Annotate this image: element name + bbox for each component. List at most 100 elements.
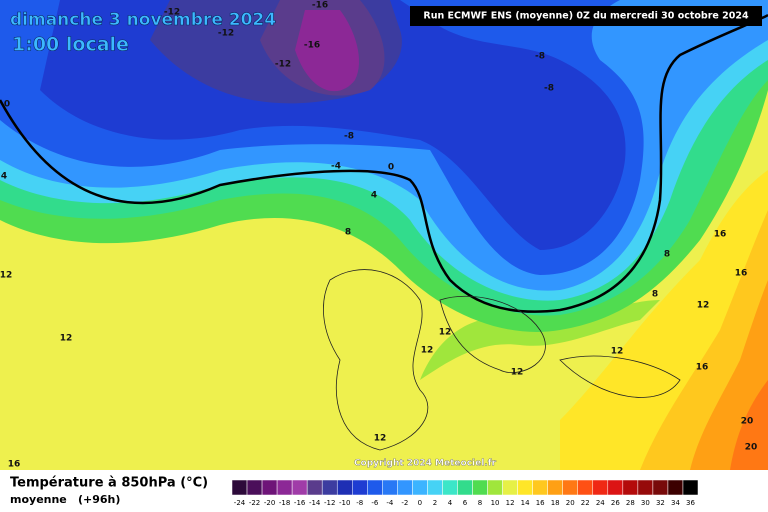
colorbar-swatch	[352, 479, 368, 496]
colorbar-label: -22	[249, 499, 260, 507]
colorbar-label: 36	[686, 499, 695, 507]
contour-label: 12	[374, 434, 387, 444]
colorbar-swatch	[336, 479, 353, 496]
contour-label: 12	[439, 328, 452, 338]
contour-label: -8	[544, 84, 554, 94]
run-box	[410, 6, 762, 26]
contour-label: 0	[388, 163, 394, 173]
contour-label: 20	[741, 417, 754, 427]
zero-isotherm	[0, 13, 768, 313]
colorbar-swatch	[261, 479, 278, 496]
colorbar-swatch	[532, 479, 548, 496]
colorbar-label: -4	[386, 499, 394, 507]
colorbar-swatch	[487, 479, 503, 496]
colorbar-swatch	[306, 479, 323, 496]
contour-label: 12	[421, 346, 434, 356]
warm-region	[730, 380, 768, 470]
colorbar-label: 4	[448, 499, 453, 507]
colorbar-label: 10	[491, 499, 500, 507]
copyright: Copyright 2024 Meteociel.fr	[354, 459, 497, 469]
colorbar-label: 6	[463, 499, 468, 507]
contour-label: 12	[611, 347, 624, 357]
colorbar-swatch	[652, 479, 669, 496]
colorbar: -24 -22 -20 -18 -16 -14 -12 -10 -8 -6 -4 -2 0 2 4 6 8 10 1…	[231, 479, 699, 507]
colorbar-swatch	[291, 479, 308, 496]
colorbar-swatch	[246, 479, 263, 496]
contour-label: -8	[344, 132, 354, 142]
contour-label: 8	[652, 290, 658, 300]
colorbar-label: 28	[626, 499, 635, 507]
map	[0, 0, 768, 470]
colorbar-label: 14	[521, 499, 530, 507]
colorbar-swatch	[382, 479, 398, 496]
colorbar-swatch	[637, 479, 654, 496]
colorbar-label: 16	[536, 499, 545, 507]
colorbar-label: -12	[324, 499, 335, 507]
contour-label: 20	[745, 443, 758, 453]
colorbar-swatch	[321, 479, 338, 496]
contour-label: -12	[164, 8, 180, 18]
contour-label: 12	[0, 271, 12, 281]
colorbar-swatch	[367, 479, 383, 496]
colorbar-swatch	[577, 479, 594, 496]
colorbar-label: 24	[596, 499, 605, 507]
colorbar-swatch	[517, 479, 533, 496]
contour-label: 4	[371, 191, 377, 201]
contour-label: 8	[664, 250, 670, 260]
contour-label: -12	[275, 60, 291, 70]
colorbar-label: 34	[671, 499, 680, 507]
footer-title: Température à 850hPa (°C)	[10, 476, 208, 491]
time-label: 1:00 locale	[12, 34, 129, 56]
colorbar-label: 0	[418, 499, 422, 507]
colorbar-label: 20	[566, 499, 575, 507]
contour-label: 4	[1, 172, 7, 182]
colorbar-label: -10	[339, 499, 350, 507]
colorbar-swatch	[276, 479, 293, 496]
colorbar-swatch	[412, 479, 428, 496]
contour-label: 16	[8, 460, 21, 470]
contour-labels: -12 -12 -16 -16 -12 -8 -8 -8 -4 0 0 4 4 8 16 8 16 8 12 12 12…	[0, 1, 757, 470]
contour-label: 12	[60, 334, 73, 344]
date-label: dimanche 3 novembre 2024	[10, 10, 276, 30]
colorbar-swatch	[231, 479, 248, 496]
contour-label: 12	[697, 301, 710, 311]
colorbar-label: 30	[641, 499, 650, 507]
colorbar-swatch	[547, 479, 563, 496]
colorbar-swatch	[682, 479, 699, 496]
colorbar-swatch	[457, 479, 473, 496]
contour-label: -16	[304, 41, 320, 51]
colorbar-swatch	[397, 479, 413, 496]
colorbar-label: -16	[294, 499, 306, 507]
colorbar-swatch	[622, 479, 639, 496]
colorbar-label: 26	[611, 499, 620, 507]
colorbar-label: 18	[551, 499, 560, 507]
coastline	[323, 269, 681, 451]
mild-band	[420, 300, 660, 380]
colorbar-swatch	[427, 479, 443, 496]
contour-label: 16	[714, 230, 727, 240]
colorbar-label: 12	[506, 499, 515, 507]
colorbar-label: -18	[279, 499, 290, 507]
colorbar-label: 8	[478, 499, 482, 507]
colorbar-label: -8	[356, 499, 363, 507]
run-label: Run ECMWF ENS (moyenne) 0Z du mercredi 3…	[423, 11, 749, 22]
footer-subtitle: moyenne	[10, 493, 67, 506]
colorbar-label: -20	[264, 499, 275, 507]
footer-step: (+96h)	[78, 493, 120, 506]
contour-label: 8	[345, 228, 351, 238]
colorbar-label: -14	[309, 499, 321, 507]
colorbar-label: 2	[433, 499, 437, 507]
colorbar-swatch	[562, 479, 578, 496]
colorbar-swatch	[442, 479, 458, 496]
contour-label: -4	[331, 162, 341, 172]
colorbar-label: -2	[401, 499, 408, 507]
contour-label: -16	[312, 1, 328, 11]
colorbar-swatch	[607, 479, 624, 496]
colorbar-swatch	[472, 479, 488, 496]
contour-label: -12	[218, 29, 234, 39]
colorbar-swatch	[502, 479, 518, 496]
colorbar-label: -6	[371, 499, 379, 507]
colorbar-label: 32	[656, 499, 665, 507]
colorbar-swatch	[592, 479, 609, 496]
